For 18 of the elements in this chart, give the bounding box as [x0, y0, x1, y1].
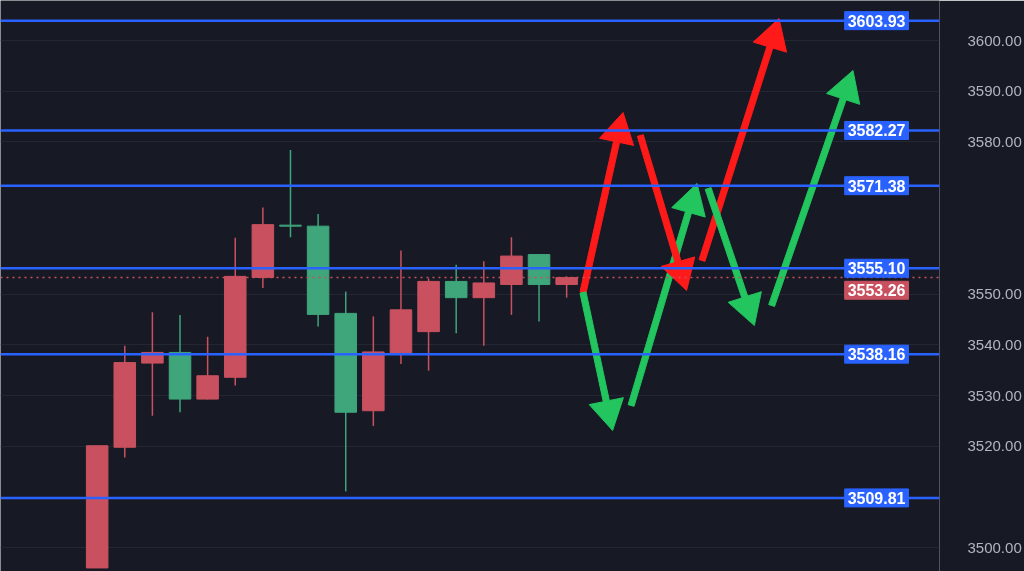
y-tick-label: 3600.00: [967, 31, 1022, 49]
ref-line-label: 3509.81: [847, 489, 906, 507]
ref-line-label: 3603.93: [847, 12, 906, 30]
y-tick-label: 3580.00: [967, 132, 1022, 150]
candlestick: [279, 149, 302, 239]
y-tick-label: 3590.00: [967, 82, 1022, 100]
y-tick-label: 3520.00: [967, 437, 1022, 455]
y-tick-label: 3500.00: [967, 538, 1022, 556]
ref-line-label: 3553.26: [847, 282, 906, 300]
candlestick: [444, 263, 468, 334]
ref-line-label: 3555.10: [847, 260, 906, 278]
candlestick: [196, 335, 219, 401]
ref-line-label: 3538.16: [847, 346, 906, 364]
ref-line-label: 3582.27: [847, 122, 906, 140]
y-tick-label: 3530.00: [967, 386, 1022, 404]
ref-line-label: 3571.38: [847, 177, 906, 195]
y-tick-label: 3540.00: [967, 335, 1022, 353]
y-tick-label: 3550.00: [967, 285, 1022, 303]
